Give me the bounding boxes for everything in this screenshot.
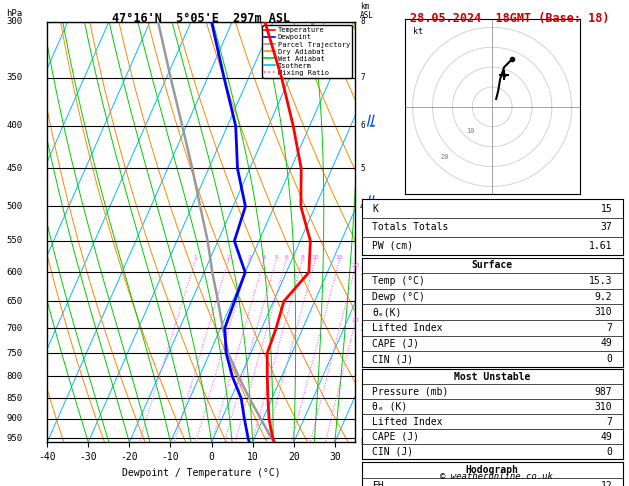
- Text: 10: 10: [466, 128, 475, 134]
- Text: 750: 750: [6, 348, 23, 358]
- Text: Lifted Index: Lifted Index: [372, 323, 443, 333]
- Text: 20: 20: [440, 154, 449, 159]
- Text: 1.61: 1.61: [589, 241, 612, 251]
- Text: 400: 400: [6, 122, 23, 130]
- Text: 310: 310: [594, 307, 612, 317]
- Text: CIN (J): CIN (J): [372, 354, 413, 364]
- Text: θₑ(K): θₑ(K): [372, 307, 401, 317]
- Text: 650: 650: [6, 297, 23, 306]
- Legend: Temperature, Dewpoint, Parcel Trajectory, Dry Adiabat, Wet Adiabat, Isotherm, Mi: Temperature, Dewpoint, Parcel Trajectory…: [262, 25, 352, 78]
- Text: 987: 987: [594, 387, 612, 397]
- Text: 300: 300: [6, 17, 23, 26]
- Text: 49: 49: [601, 432, 612, 442]
- Text: 0: 0: [606, 354, 612, 364]
- Text: 2: 2: [226, 255, 230, 260]
- Text: LCL: LCL: [360, 438, 374, 447]
- Text: km
ASL: km ASL: [360, 2, 374, 20]
- Text: 49: 49: [601, 338, 612, 348]
- Text: CIN (J): CIN (J): [372, 447, 413, 457]
- Text: K: K: [372, 204, 378, 213]
- Text: 10: 10: [311, 255, 319, 260]
- Text: 600: 600: [6, 268, 23, 277]
- Text: 3: 3: [360, 268, 365, 277]
- Text: Dewp (°C): Dewp (°C): [372, 292, 425, 302]
- Text: 20: 20: [351, 263, 359, 268]
- Text: Hodograph: Hodograph: [465, 465, 519, 475]
- Text: Pressure (mb): Pressure (mb): [372, 387, 448, 397]
- Text: 8: 8: [301, 255, 304, 260]
- Text: 550: 550: [6, 237, 23, 245]
- Text: CAPE (J): CAPE (J): [372, 432, 419, 442]
- Text: 350: 350: [6, 73, 23, 82]
- Text: 450: 450: [6, 164, 23, 173]
- Text: 15: 15: [601, 204, 612, 213]
- Text: CAPE (J): CAPE (J): [372, 338, 419, 348]
- Text: 6: 6: [284, 255, 288, 260]
- Text: PW (cm): PW (cm): [372, 241, 413, 251]
- Text: EH: EH: [372, 481, 384, 486]
- Text: 4: 4: [262, 255, 266, 260]
- Text: 1: 1: [194, 255, 198, 260]
- Text: 900: 900: [6, 415, 23, 423]
- Text: © weatheronline.co.uk: © weatheronline.co.uk: [440, 472, 554, 481]
- Text: 7: 7: [360, 73, 365, 82]
- Text: 4: 4: [360, 202, 365, 211]
- Text: 5: 5: [274, 255, 278, 260]
- Text: 3: 3: [247, 255, 251, 260]
- Text: Lifted Index: Lifted Index: [372, 417, 443, 427]
- Text: 1: 1: [360, 394, 365, 403]
- Text: 700: 700: [6, 324, 23, 332]
- Text: Most Unstable: Most Unstable: [454, 372, 530, 382]
- Text: 6: 6: [360, 122, 365, 130]
- Text: 500: 500: [6, 202, 23, 211]
- Text: 7: 7: [606, 323, 612, 333]
- Text: 25: 25: [351, 318, 359, 323]
- Text: 0: 0: [606, 447, 612, 457]
- Text: 2: 2: [360, 324, 365, 332]
- Text: Totals Totals: Totals Totals: [372, 222, 448, 232]
- Text: 15.3: 15.3: [589, 276, 612, 286]
- Text: 850: 850: [6, 394, 23, 403]
- Text: Temp (°C): Temp (°C): [372, 276, 425, 286]
- Text: kt: kt: [413, 27, 423, 36]
- Text: 47°16'N  5°05'E  297m ASL: 47°16'N 5°05'E 297m ASL: [112, 12, 291, 25]
- Text: 950: 950: [6, 434, 23, 443]
- Text: 8: 8: [360, 17, 365, 26]
- X-axis label: Dewpoint / Temperature (°C): Dewpoint / Temperature (°C): [122, 468, 281, 478]
- Text: 15: 15: [335, 255, 343, 260]
- Text: hPa: hPa: [6, 9, 23, 17]
- Text: 310: 310: [594, 402, 612, 412]
- Text: 7: 7: [606, 417, 612, 427]
- Text: Surface: Surface: [472, 260, 513, 270]
- Text: 9.2: 9.2: [594, 292, 612, 302]
- Text: 800: 800: [6, 372, 23, 381]
- Text: 5: 5: [360, 164, 365, 173]
- Text: 12: 12: [601, 481, 612, 486]
- Text: 37: 37: [601, 222, 612, 232]
- Text: θₑ (K): θₑ (K): [372, 402, 408, 412]
- Text: 28.05.2024  18GMT (Base: 18): 28.05.2024 18GMT (Base: 18): [409, 12, 610, 25]
